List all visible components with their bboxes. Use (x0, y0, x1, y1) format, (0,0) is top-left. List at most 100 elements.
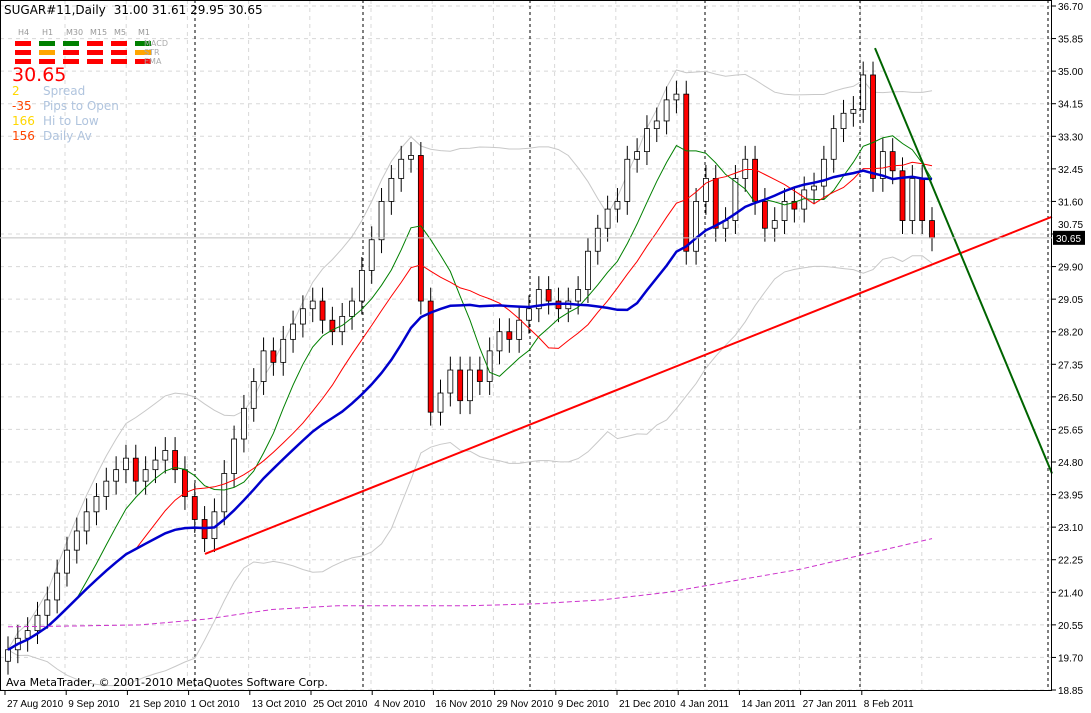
bull-candle-body (604, 208, 611, 229)
candle (417, 142, 424, 315)
bear-candle-body (870, 74, 876, 179)
candle (771, 207, 778, 242)
time-axis[interactable]: 27 Aug 2010 9 Sep 2010 21 Sep 2010 1 Oct 20… (4, 690, 914, 710)
timeframe-label: M1 (138, 28, 150, 37)
bear-candle-body (319, 300, 326, 321)
bull-candle-body (830, 128, 837, 160)
bull-candle-body (447, 369, 454, 394)
bull-candle-body (594, 227, 601, 252)
price-axis[interactable]: 36.70 35.85 35.00 34.15 33.30 32.45 31.60 30.75… (0, 2, 1085, 697)
bull-candle-body (34, 614, 41, 632)
bull-candle-body (142, 469, 149, 482)
bear-candle-body (929, 220, 935, 239)
bull-candle-body (93, 496, 100, 513)
bull-candle-body (152, 459, 159, 471)
candle (250, 368, 257, 422)
bull-candle-body (408, 155, 414, 160)
candle (663, 86, 670, 135)
y-tick-label: 24.80 (1058, 458, 1083, 469)
bull-candle-body (250, 381, 257, 409)
x-tick-label: 9 Sep 2010 (68, 699, 120, 710)
bear-candle-body (132, 457, 139, 482)
candle (811, 172, 817, 204)
candle (142, 456, 149, 495)
bull-candle-body (781, 201, 788, 221)
candle (290, 310, 296, 353)
candle (870, 61, 876, 192)
bull-candle-body (54, 572, 61, 601)
bull-candle-body (879, 151, 886, 179)
candle (398, 145, 405, 192)
bear-candle-body (457, 369, 464, 402)
candle (644, 115, 650, 166)
candle (172, 437, 179, 484)
bear-candle-body (545, 289, 552, 302)
candle (929, 207, 935, 252)
bull-candle-body (388, 178, 395, 202)
bear-candle-body (683, 93, 690, 252)
signal-cell (63, 41, 79, 46)
bull-candle-body (909, 178, 916, 221)
candle (840, 99, 847, 143)
candle (594, 214, 601, 265)
bull-candle-body (44, 599, 51, 616)
y-tick-label: 22.25 (1058, 556, 1083, 567)
bull-candle-body (437, 392, 444, 413)
timeframe-label: M30 (66, 28, 83, 37)
signal-cell (39, 50, 55, 55)
stat-value: 156 (12, 129, 35, 143)
bear-candle-body (476, 369, 483, 382)
bull-candle-body (516, 319, 523, 340)
trendlines[interactable] (204, 47, 1053, 555)
candle (604, 195, 611, 242)
bull-candle-body (378, 201, 385, 241)
copyright-text: Ava MetaTrader, © 2001-2010 MetaQuotes S… (6, 676, 328, 689)
y-tick-label: 30.75 (1058, 220, 1083, 231)
bear-candle-body (427, 300, 434, 413)
bull-candle-body (703, 178, 709, 202)
candle (83, 498, 90, 545)
stat-label: Daily Av (43, 129, 92, 143)
bull-candle-body (123, 457, 129, 471)
x-tick-label: 8 Feb 2011 (864, 699, 914, 710)
bull-candle-body (398, 158, 405, 179)
candle (919, 165, 926, 234)
x-tick-label: 29 Nov 2010 (497, 699, 554, 710)
signal-cell (63, 50, 79, 55)
candle (349, 287, 355, 330)
candle (447, 356, 454, 407)
grid (0, 0, 1052, 691)
x-tick-label: 27 Aug 2010 (7, 699, 64, 710)
candle (653, 107, 660, 143)
long-ma-line (7, 538, 933, 628)
candle (506, 318, 513, 353)
signal-cell (87, 50, 103, 55)
bull-candle-body (260, 350, 267, 382)
candle (221, 460, 228, 526)
bear-candle-body (506, 331, 513, 340)
stat-label: Spread (43, 84, 85, 98)
candle (329, 306, 336, 346)
bull-candle-body (585, 250, 591, 290)
bear-candle-body (270, 350, 277, 363)
signal-row-label: MACD (144, 39, 168, 48)
ohlc-label: 31.00 31.61 29.95 30.65 (114, 3, 263, 17)
x-tick-label: 4 Jan 2011 (680, 699, 729, 710)
candle (162, 437, 169, 474)
signal-row-label: STR (144, 48, 160, 57)
y-tick-label: 35.00 (1058, 67, 1083, 78)
signal-cell (39, 41, 55, 46)
candle (191, 483, 198, 533)
bull-candle-body (820, 158, 827, 187)
signal-cell (87, 59, 103, 64)
candle (742, 145, 749, 192)
candle (516, 306, 523, 353)
candle (241, 394, 247, 453)
candle (34, 601, 41, 645)
candle (309, 287, 316, 323)
candle (231, 425, 237, 487)
x-tick-label: 21 Sep 2010 (129, 699, 186, 710)
candle (437, 379, 444, 426)
